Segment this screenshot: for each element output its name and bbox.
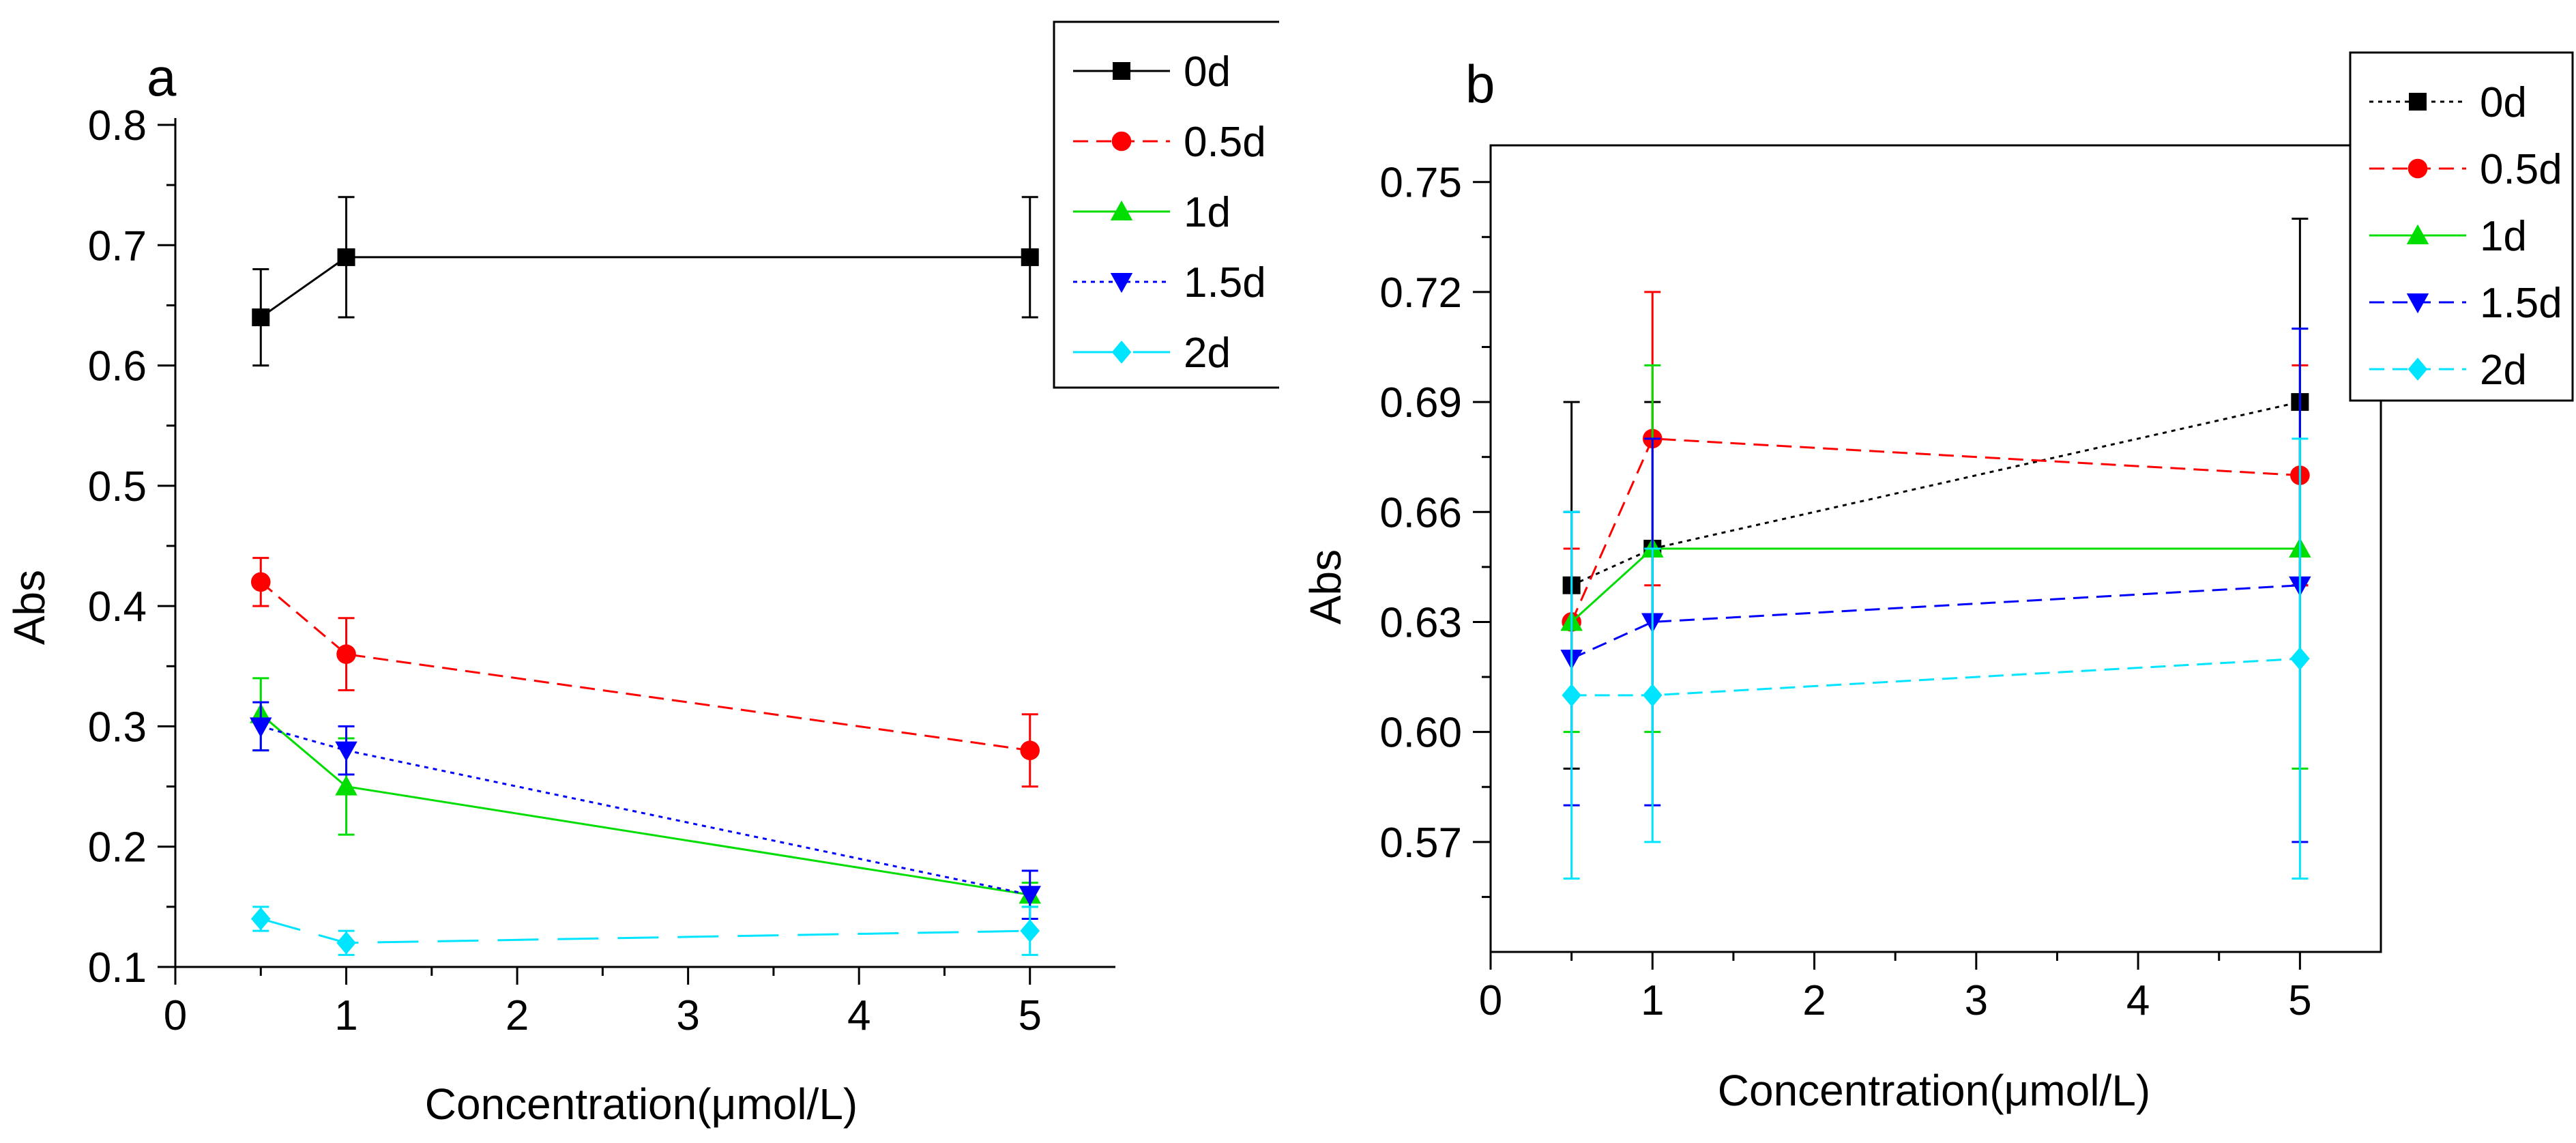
legend-marker xyxy=(2407,158,2428,179)
x-tick-label: 4 xyxy=(847,992,870,1039)
series-line xyxy=(1571,584,2300,660)
y-tick-label: 0.75 xyxy=(1379,160,1462,207)
series-2d xyxy=(250,906,1040,956)
series-1.5d xyxy=(1560,328,2311,843)
legend-box xyxy=(2349,51,2574,402)
data-point xyxy=(336,644,356,664)
series-2d xyxy=(1562,437,2310,880)
legend-marker xyxy=(1111,131,1132,151)
legend: 0d 0.5d 1d 1.5d 2d xyxy=(2349,51,2574,402)
x-axis-label: Concentration(μmol/L) xyxy=(425,1080,858,1129)
y-tick-label: 0.60 xyxy=(1379,710,1462,757)
series-0d xyxy=(252,196,1039,367)
y-tick-label: 0.1 xyxy=(88,944,147,992)
series-1d xyxy=(1560,328,2311,770)
series-0d xyxy=(1562,217,2309,770)
y-tick-label: 0.4 xyxy=(88,583,147,631)
x-tick-label: 1 xyxy=(334,992,357,1039)
x-tick-label: 5 xyxy=(2288,977,2311,1024)
series-line xyxy=(260,918,1030,944)
y-tick-label: 0.57 xyxy=(1379,820,1462,867)
legend-label: 1.5d xyxy=(1184,259,1266,306)
x-tick-label: 2 xyxy=(1802,977,1826,1024)
legend-label: 1.5d xyxy=(2480,280,2562,327)
legend-label: 2d xyxy=(2480,347,2527,394)
x-tick-label: 3 xyxy=(1965,977,1988,1024)
panel-label: b xyxy=(1465,54,1495,114)
y-tick-label: 0.2 xyxy=(88,824,147,871)
data-point xyxy=(250,572,271,592)
chart-panel-a: 0 1 2 3 4 5 0.1 0.2 0.3 0.4 0.5 0.6 0.7 0.8 Concentrat… xyxy=(5,20,1279,1129)
legend-marker xyxy=(2406,224,2429,244)
y-tick-label: 0.6 xyxy=(88,343,147,390)
data-point xyxy=(335,741,357,762)
legend-marker xyxy=(1110,200,1133,220)
y-tick-label: 0.8 xyxy=(88,102,147,149)
legend-label: 0.5d xyxy=(2480,146,2562,193)
x-tick-label: 0 xyxy=(1479,977,1502,1024)
data-point xyxy=(250,717,272,738)
data-point xyxy=(1020,919,1040,943)
data-point xyxy=(2290,647,2310,671)
legend-box xyxy=(1053,20,1279,389)
series-1.5d xyxy=(250,701,1041,920)
plot-frame xyxy=(1489,144,2382,953)
series-line xyxy=(260,581,1030,752)
x-tick-label: 1 xyxy=(1641,977,1664,1024)
x-tick-label: 0 xyxy=(164,992,187,1039)
data-point xyxy=(1020,740,1040,760)
series-line xyxy=(1571,401,2300,587)
y-tick-label: 0.66 xyxy=(1379,489,1462,536)
data-point xyxy=(336,931,356,955)
chart-panel-b: 0 1 2 3 4 5 0.57 0.60 0.63 0.66 0.69 0.72 0.75 Concen… xyxy=(1301,51,2574,1115)
x-axis-label: Concentration(μmol/L) xyxy=(1718,1066,2150,1115)
data-point xyxy=(250,907,271,931)
y-tick-label: 0.3 xyxy=(88,704,147,751)
y-tick-label: 0.72 xyxy=(1379,270,1462,317)
series-line xyxy=(1570,547,2300,623)
legend-label: 0d xyxy=(2480,79,2527,126)
series-line xyxy=(1571,657,2300,697)
y-tick-label: 0.69 xyxy=(1379,379,1462,426)
y-tick-label: 0.7 xyxy=(88,222,147,270)
series-0.5d xyxy=(1562,291,2310,697)
legend-label: 0d xyxy=(1184,48,1231,96)
y-axis-label: Abs xyxy=(5,570,54,645)
legend-marker xyxy=(1110,273,1133,293)
legend-marker xyxy=(2407,358,2428,381)
data-point xyxy=(1019,886,1041,906)
legend-label: 1d xyxy=(2480,213,2527,260)
y-tick-label: 0.5 xyxy=(88,463,147,510)
x-tick-label: 4 xyxy=(2126,977,2150,1024)
legend-marker xyxy=(1111,341,1132,364)
data-point xyxy=(337,248,355,266)
data-point xyxy=(1562,684,1581,707)
series-line xyxy=(260,725,1031,896)
series-0.5d xyxy=(250,557,1040,788)
series-line xyxy=(1570,437,2300,623)
x-tick-label: 3 xyxy=(676,992,699,1039)
data-point xyxy=(1642,684,1663,707)
x-tick-label: 2 xyxy=(506,992,529,1039)
legend-label: 0.5d xyxy=(1184,119,1266,166)
y-tick-label: 0.63 xyxy=(1379,599,1462,646)
legend-marker xyxy=(2406,293,2429,314)
legend-label: 1d xyxy=(1184,189,1231,236)
series-line xyxy=(260,713,1030,896)
data-point xyxy=(252,308,270,327)
x-tick-label: 5 xyxy=(1018,992,1041,1039)
panel-label: a xyxy=(147,47,177,107)
y-axis-label: Abs xyxy=(1301,549,1350,624)
legend-marker xyxy=(1113,62,1130,80)
data-point xyxy=(1021,248,1039,266)
legend-label: 2d xyxy=(1184,330,1231,377)
data-point xyxy=(335,775,357,796)
legend: 0d 0.5d 1d 1.5d 2d xyxy=(1053,20,1279,389)
series-line xyxy=(260,256,1030,319)
legend-marker xyxy=(2409,93,2427,111)
